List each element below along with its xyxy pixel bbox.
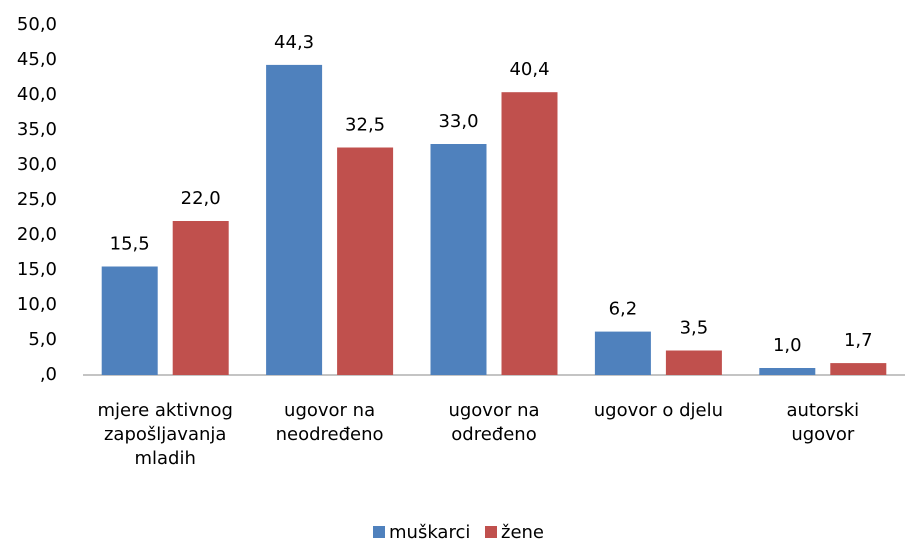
y-tick-label: 45,0 [17,49,57,70]
x-tick-label: mjere aktivnog [97,400,232,421]
legend-swatch [373,526,385,538]
y-tick-label: 50,0 [17,14,57,35]
y-tick-label: 20,0 [17,224,57,245]
value-label: 32,5 [345,115,385,136]
y-tick-label: 10,0 [17,294,57,315]
bar [337,147,394,375]
bar [830,363,887,375]
value-label: 3,5 [680,318,709,339]
legend-swatch [485,526,497,538]
bar [430,144,487,375]
bar [501,92,558,375]
legend-label: žene [501,522,544,541]
x-tick-label: ugovor [791,424,855,445]
bar [101,266,158,375]
x-tick-label: ugovor na [448,400,539,421]
value-label: 1,7 [844,330,873,351]
bar [266,64,323,376]
x-tick-label: određeno [451,424,536,445]
value-label: 22,0 [181,188,221,209]
bar [594,331,651,375]
y-tick-label: 35,0 [17,119,57,140]
x-tick-label: mladih [134,448,195,469]
x-tick-label: zapošljavanja [104,424,226,445]
y-tick-label: 25,0 [17,189,57,210]
value-label: 1,0 [773,335,802,356]
y-tick-label: 40,0 [17,84,57,105]
y-tick-label: 30,0 [17,154,57,175]
legend-label: muškarci [389,522,470,541]
y-tick-label: 15,0 [17,259,57,280]
bar [665,350,722,375]
value-label: 15,5 [110,234,150,255]
y-tick-label: ,0 [40,364,57,385]
bar [759,368,816,375]
bar [172,221,229,375]
value-label: 44,3 [274,32,314,53]
y-tick-label: 5,0 [28,329,57,350]
value-label: 40,4 [509,59,549,80]
x-tick-label: neodređeno [276,424,384,445]
value-label: 6,2 [609,299,638,320]
x-tick-label: ugovor na [284,400,375,421]
value-label: 33,0 [438,111,478,132]
x-tick-label: autorski [786,400,859,421]
x-tick-label: ugovor o djelu [594,400,723,421]
